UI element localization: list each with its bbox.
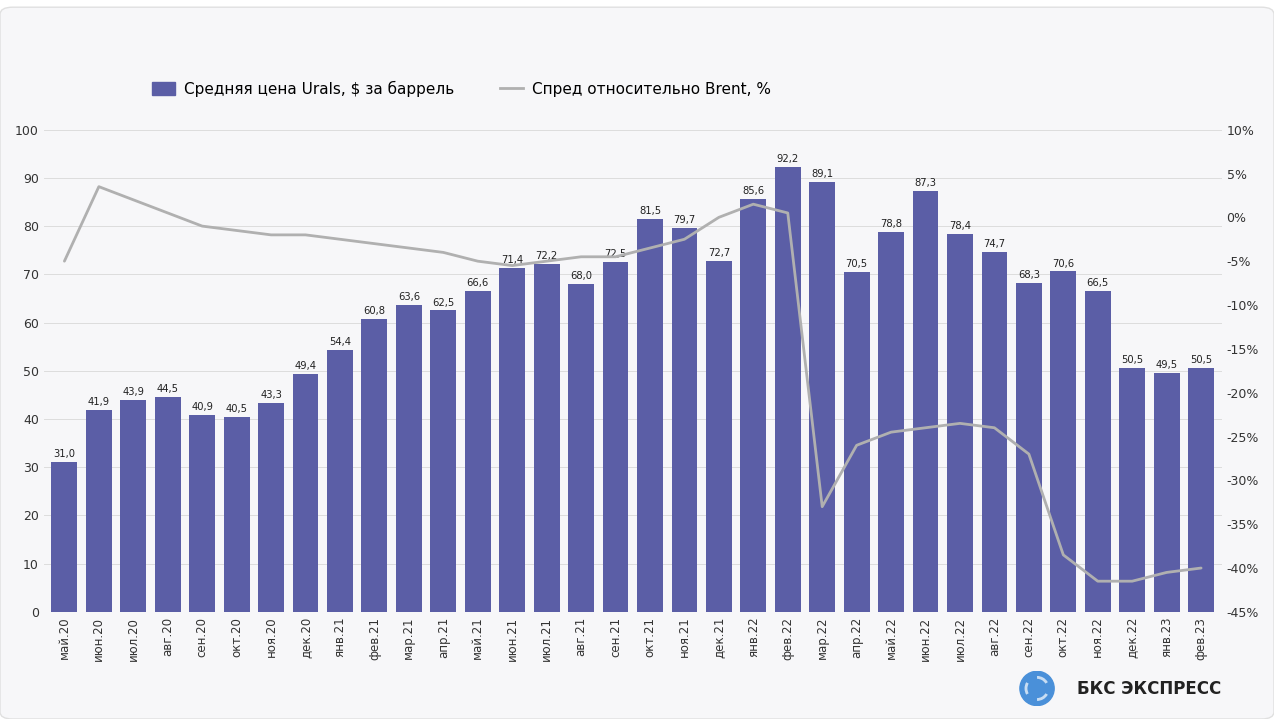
Text: 70,5: 70,5	[846, 259, 868, 269]
Text: 68,3: 68,3	[1018, 270, 1040, 280]
Text: 81,5: 81,5	[638, 206, 661, 216]
Text: 41,9: 41,9	[88, 397, 110, 407]
Circle shape	[1020, 672, 1054, 705]
Bar	[843, 272, 870, 612]
Text: 50,5: 50,5	[1121, 355, 1143, 365]
Text: 71,4: 71,4	[501, 255, 524, 265]
Bar	[396, 305, 422, 612]
Text: 79,7: 79,7	[673, 215, 696, 224]
Bar	[568, 284, 594, 612]
Text: 40,5: 40,5	[225, 403, 247, 413]
Bar	[1085, 291, 1111, 612]
Bar	[809, 182, 836, 612]
Text: 62,5: 62,5	[432, 298, 455, 308]
Bar	[534, 264, 559, 612]
Bar	[912, 191, 939, 612]
Text: 74,7: 74,7	[984, 239, 1005, 249]
Text: 54,4: 54,4	[329, 336, 350, 347]
Text: 43,3: 43,3	[260, 390, 282, 400]
Bar	[1120, 368, 1145, 612]
Text: 70,6: 70,6	[1052, 259, 1074, 268]
Bar	[947, 234, 973, 612]
Text: 72,7: 72,7	[708, 248, 730, 258]
Bar	[706, 261, 731, 612]
Bar	[431, 311, 456, 612]
Text: 66,5: 66,5	[1087, 278, 1108, 288]
Text: 31,0: 31,0	[54, 449, 75, 459]
Bar	[1015, 283, 1042, 612]
Text: 78,4: 78,4	[949, 221, 971, 231]
Text: 43,9: 43,9	[122, 388, 144, 398]
Wedge shape	[1037, 676, 1047, 684]
Bar	[327, 349, 353, 612]
Bar	[85, 410, 112, 612]
Text: 60,8: 60,8	[363, 306, 386, 316]
Bar	[465, 290, 490, 612]
Wedge shape	[1024, 682, 1028, 695]
Bar	[51, 462, 78, 612]
Text: 72,5: 72,5	[604, 249, 627, 260]
Bar	[1050, 272, 1077, 612]
Bar	[878, 232, 905, 612]
Bar	[224, 416, 250, 612]
Text: 78,8: 78,8	[880, 219, 902, 229]
Text: 49,5: 49,5	[1156, 360, 1177, 370]
Bar	[603, 262, 628, 612]
Text: 87,3: 87,3	[915, 178, 936, 188]
Wedge shape	[1037, 693, 1047, 701]
Bar	[775, 168, 800, 612]
Bar	[120, 400, 147, 612]
Text: 72,2: 72,2	[535, 251, 558, 261]
Bar	[155, 398, 181, 612]
Text: 89,1: 89,1	[812, 170, 833, 179]
Text: 63,6: 63,6	[397, 293, 420, 302]
Text: 68,0: 68,0	[569, 271, 592, 281]
Bar	[637, 219, 662, 612]
Legend: Средняя цена Urals, $ за баррель, Спред относительно Brent, %: Средняя цена Urals, $ за баррель, Спред …	[145, 75, 777, 103]
Text: 66,6: 66,6	[466, 278, 489, 288]
Text: 44,5: 44,5	[157, 385, 178, 395]
Text: 50,5: 50,5	[1190, 355, 1212, 365]
Bar	[1154, 373, 1180, 612]
Bar	[190, 415, 215, 612]
Bar	[293, 374, 318, 612]
Text: БКС ЭКСПРЕСС: БКС ЭКСПРЕСС	[1077, 679, 1220, 698]
Bar	[499, 267, 525, 612]
Bar	[362, 319, 387, 612]
Bar	[671, 227, 697, 612]
Text: 49,4: 49,4	[294, 361, 316, 371]
Text: 92,2: 92,2	[777, 155, 799, 165]
Bar	[981, 252, 1008, 612]
Text: 85,6: 85,6	[743, 186, 764, 196]
Bar	[1189, 368, 1214, 612]
Text: 40,9: 40,9	[191, 402, 213, 412]
Bar	[259, 403, 284, 612]
Bar	[740, 199, 766, 612]
